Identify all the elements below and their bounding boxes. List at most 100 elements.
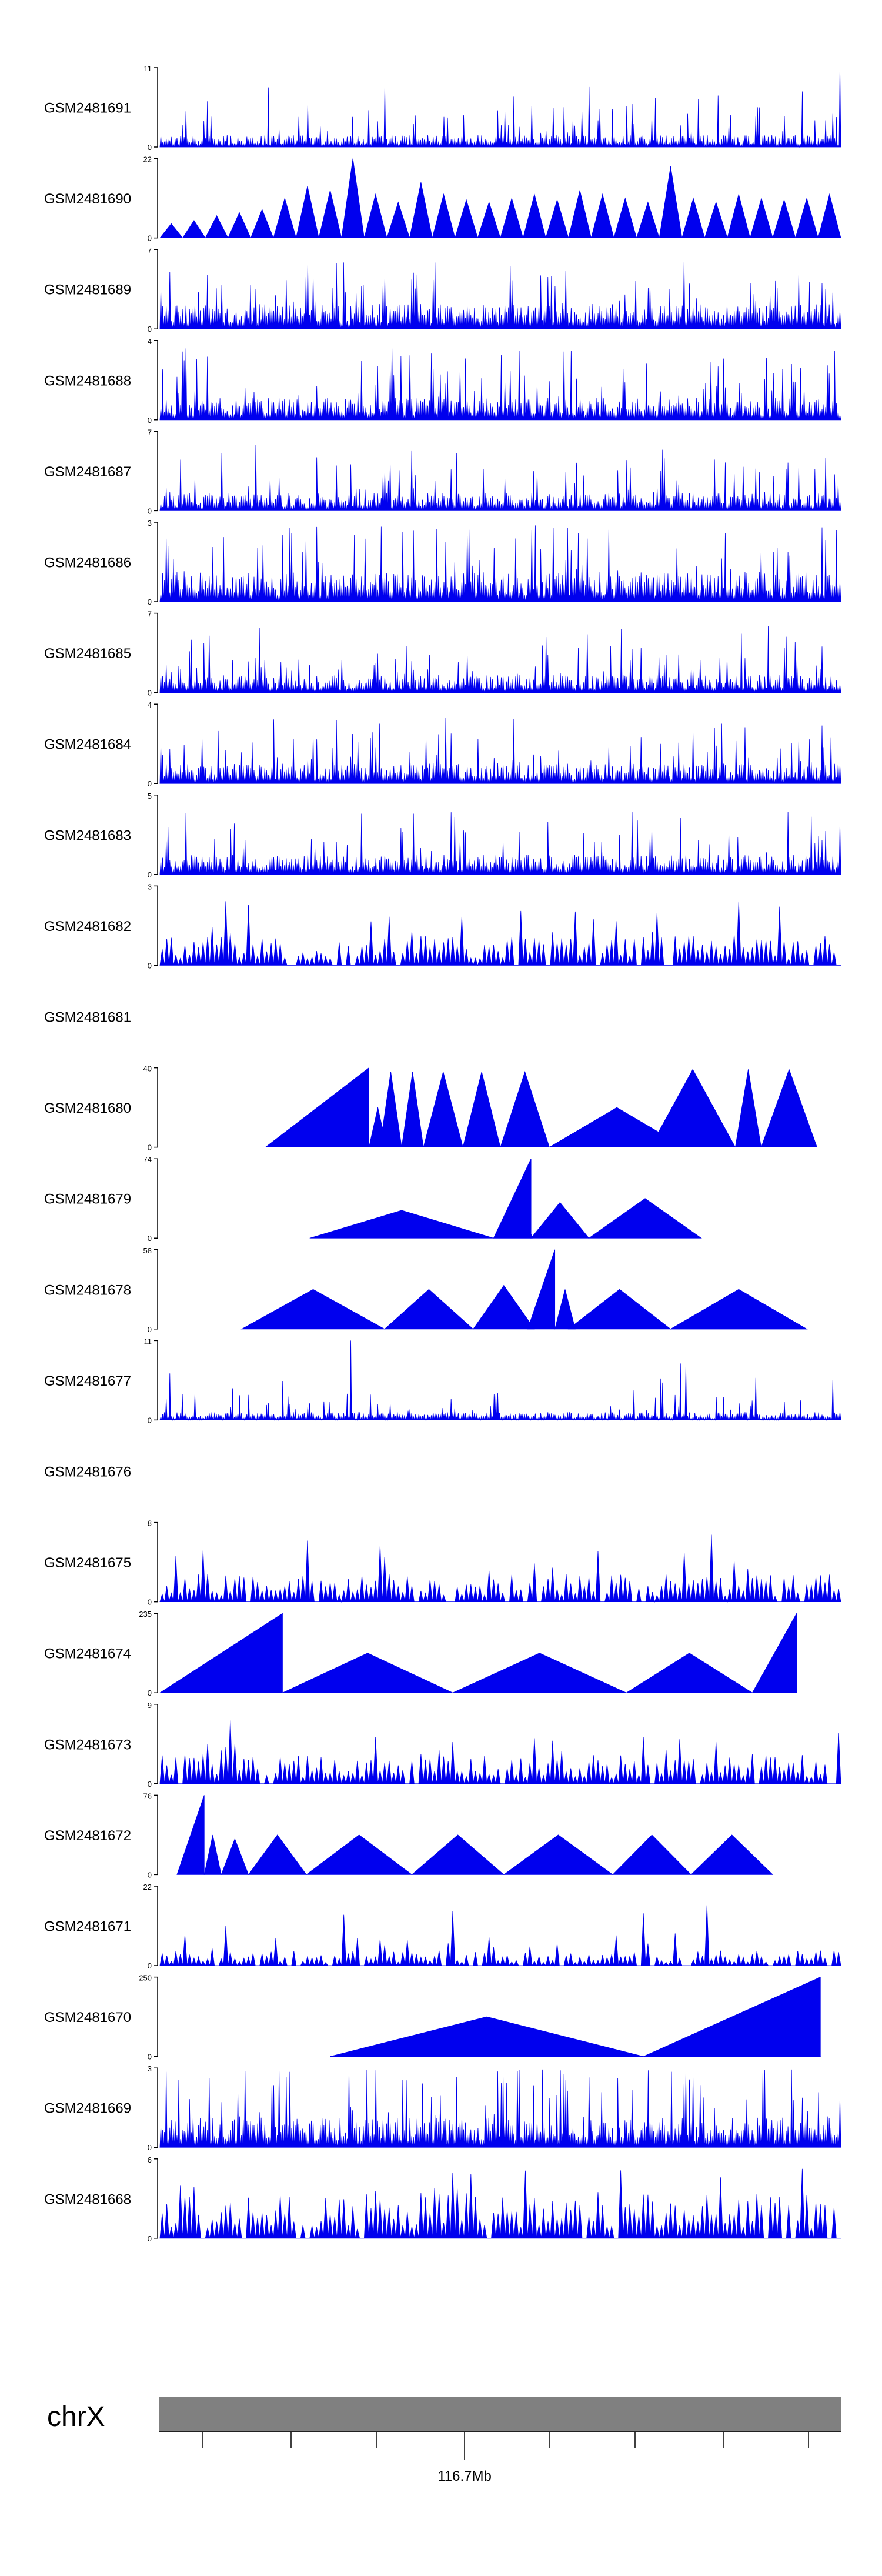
y-max-tick-label: 11: [144, 64, 152, 73]
coverage-peak: [182, 220, 206, 238]
coverage-peak: [386, 201, 410, 238]
coverage-peak: [240, 1289, 386, 1330]
y-max-tick-label: 3: [148, 2064, 152, 2073]
coverage-peak: [379, 1072, 402, 1147]
chromosome-label: chrX: [47, 2401, 105, 2432]
coverage-peak: [384, 1289, 474, 1330]
coverage-peak: [203, 1834, 222, 1875]
y-axis: [154, 1158, 158, 1239]
coverage-area: [159, 1720, 841, 1785]
y-axis: [154, 67, 158, 148]
track-label: GSM2481680: [44, 1100, 131, 1116]
y-max-tick-label: 76: [143, 1791, 152, 1800]
y-min-tick-label: 0: [148, 870, 152, 879]
coverage-peak: [477, 201, 501, 238]
y-axis: [154, 1794, 158, 1876]
y-max-tick-label: 4: [148, 700, 152, 709]
coverage-peak: [432, 193, 456, 238]
coverage-peak: [248, 1834, 307, 1875]
track-GSM2481670: GSM2481670 250 0: [44, 1974, 821, 2061]
coverage-peak: [588, 1198, 702, 1239]
coverage-peak: [472, 1284, 535, 1330]
y-max-tick-label: 58: [143, 1246, 152, 1255]
track-label: GSM2481684: [44, 737, 131, 753]
track-GSM2481684: GSM2481684 4 0: [44, 700, 841, 788]
coverage-peak: [462, 1072, 501, 1147]
track-label: GSM2481688: [44, 373, 131, 389]
y-max-tick-label: 22: [143, 1883, 152, 1891]
track-label: GSM2481679: [44, 1192, 131, 1207]
coverage-peak: [220, 1838, 249, 1875]
track-GSM2481673: GSM2481673 9 0: [44, 1701, 841, 1788]
y-axis: [154, 2158, 158, 2239]
track-GSM2481678: GSM2481678 58 0: [44, 1246, 808, 1334]
coverage-peak: [568, 190, 592, 238]
coverage-area: [159, 348, 841, 421]
coverage-area: [159, 1905, 841, 1967]
y-axis: [154, 1613, 158, 1693]
coverage-peak: [735, 1069, 761, 1147]
coverage-area: [159, 262, 841, 329]
y-max-tick-label: 40: [143, 1065, 152, 1073]
track-label: GSM2481686: [44, 555, 131, 571]
y-max-tick-label: 4: [148, 337, 152, 346]
y-axis: [154, 522, 158, 602]
y-axis: [154, 340, 158, 421]
coverage-peak: [530, 1202, 590, 1239]
y-min-tick-label: 0: [148, 1780, 152, 1788]
y-max-tick-label: 7: [148, 428, 152, 436]
chromosome-bar: [159, 2397, 841, 2432]
track-label: GSM2481676: [44, 1464, 131, 1480]
y-axis: [154, 1886, 158, 1966]
coverage-peak: [590, 193, 614, 238]
y-min-tick-label: 0: [148, 1325, 152, 1334]
track-label: GSM2481685: [44, 646, 131, 662]
y-axis: [154, 1521, 158, 1603]
y-max-tick-label: 11: [144, 1337, 152, 1346]
y-min-tick-label: 0: [148, 2143, 152, 2152]
coverage-peak: [772, 199, 796, 238]
coverage-area: [159, 1534, 841, 1603]
coverage-peak: [228, 212, 252, 238]
track-GSM2481676: GSM2481676: [44, 1464, 131, 1480]
coverage-peak: [500, 197, 524, 238]
coverage-peak: [760, 1069, 818, 1147]
y-max-tick-label: 3: [148, 882, 152, 891]
tracks-layer: GSM2481691110GSM2481690220GSM248168970GS…: [44, 64, 841, 2243]
y-axis: [154, 2067, 158, 2148]
coverage-peak: [205, 215, 229, 238]
coverage-peak: [670, 1289, 808, 1330]
coverage-area: [159, 812, 841, 875]
y-max-tick-label: 6: [148, 2155, 152, 2164]
coverage-peak: [455, 199, 478, 238]
track-GSM2481691: GSM2481691 11 0: [44, 64, 841, 152]
coverage-peak: [493, 1159, 532, 1239]
track-GSM2481668: GSM2481668 6 0: [44, 2155, 841, 2243]
coverage-peak: [265, 1067, 369, 1147]
track-label: GSM2481671: [44, 1919, 131, 1935]
coverage-peak: [296, 186, 319, 238]
y-min-tick-label: 0: [148, 1234, 152, 1243]
coverage-peak: [554, 1289, 576, 1330]
track-label: GSM2481689: [44, 282, 131, 298]
track-label: GSM2481673: [44, 1737, 131, 1753]
y-max-tick-label: 7: [148, 610, 152, 619]
y-min-tick-label: 0: [148, 2053, 152, 2061]
track-label: GSM2481675: [44, 1555, 131, 1571]
y-axis: [154, 431, 158, 512]
y-min-tick-label: 0: [148, 416, 152, 425]
y-min-tick-label: 0: [148, 961, 152, 970]
y-min-tick-label: 0: [148, 689, 152, 698]
coverage-peak: [423, 1070, 463, 1147]
position-label: 116.7Mb: [437, 2468, 492, 2484]
coverage-peak: [567, 1289, 671, 1330]
y-axis: [154, 1067, 158, 1148]
coverage-area: [159, 626, 841, 693]
track-GSM2481682: GSM2481682 3 0: [44, 882, 841, 970]
coverage-peak: [681, 197, 705, 238]
track-GSM2481669: GSM2481669 3 0: [44, 2064, 841, 2152]
coverage-area: [159, 2168, 841, 2239]
coverage-area: [159, 718, 841, 784]
y-min-tick-label: 0: [148, 1416, 152, 1424]
